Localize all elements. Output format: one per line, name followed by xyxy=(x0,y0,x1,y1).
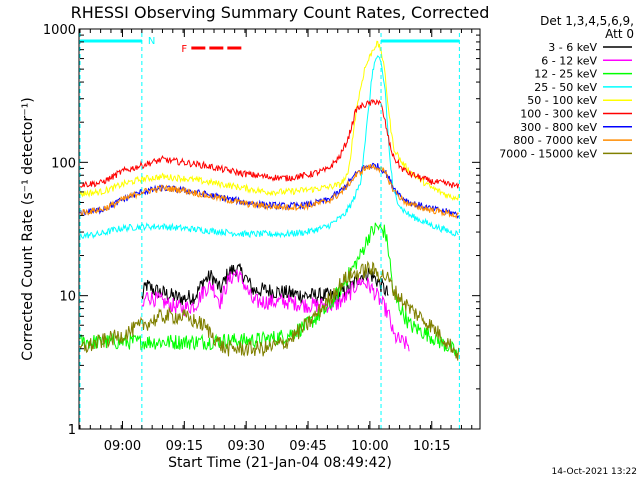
x-tick-label: 09:15 xyxy=(166,439,203,454)
flare-label: F xyxy=(181,44,187,55)
y-tick-label: 100 xyxy=(51,156,76,171)
x-axis-ticks: 09:00 09:15 09:30 09:45 10:00 10:15 xyxy=(79,29,473,454)
x-tick-label: 09:30 xyxy=(227,439,264,454)
x-axis-label: Start Time (21-Jan-04 08:49:42) xyxy=(168,455,392,471)
legend-entry-2: 12 - 25 keV xyxy=(534,68,597,81)
chart-title: RHESSI Observing Summary Count Rates, Co… xyxy=(71,3,490,22)
legend-entry-3: 25 - 50 keV xyxy=(534,81,597,94)
y-axis-label: Corrected Count Rate (s⁻¹ detector⁻¹) xyxy=(20,97,36,360)
legend-entry-6: 300 - 800 keV xyxy=(520,121,597,134)
plot-timestamp: 14-Oct-2021 13:22 xyxy=(552,467,637,477)
x-tick-label: 10:15 xyxy=(413,439,450,454)
series-line-5 xyxy=(79,98,460,189)
night-label: N xyxy=(148,36,155,47)
legend-entry-4: 50 - 100 keV xyxy=(527,94,597,107)
legend-entry-0: 3 - 6 keV xyxy=(548,41,597,54)
legend-entry-7: 800 - 7000 keV xyxy=(513,134,597,147)
series-line-8 xyxy=(79,260,460,361)
y-tick-label: 1000 xyxy=(43,23,76,38)
series-layer xyxy=(79,40,460,361)
series-line-4 xyxy=(79,40,460,202)
y-axis-ticks: 1 10 100 1000 xyxy=(43,23,480,438)
legend-entry-1: 6 - 12 keV xyxy=(541,54,597,67)
plot-frame xyxy=(78,28,481,430)
y-tick-label: 10 xyxy=(59,290,76,305)
y-tick-label: 1 xyxy=(68,423,76,438)
series-line-3 xyxy=(79,55,459,240)
x-tick-label: 09:45 xyxy=(289,439,326,454)
series-line-1 xyxy=(141,269,410,352)
legend-entry-5: 100 - 300 keV xyxy=(520,108,597,121)
x-tick-label: 09:00 xyxy=(104,439,141,454)
legend-attenuator: Att 0 xyxy=(605,27,634,41)
x-tick-label: 10:00 xyxy=(351,439,388,454)
series-line-7 xyxy=(79,163,459,220)
legend-detectors: Det 1,3,4,5,6,9, xyxy=(540,14,634,28)
legend-entry-8: 7000 - 15000 keV xyxy=(499,147,597,160)
